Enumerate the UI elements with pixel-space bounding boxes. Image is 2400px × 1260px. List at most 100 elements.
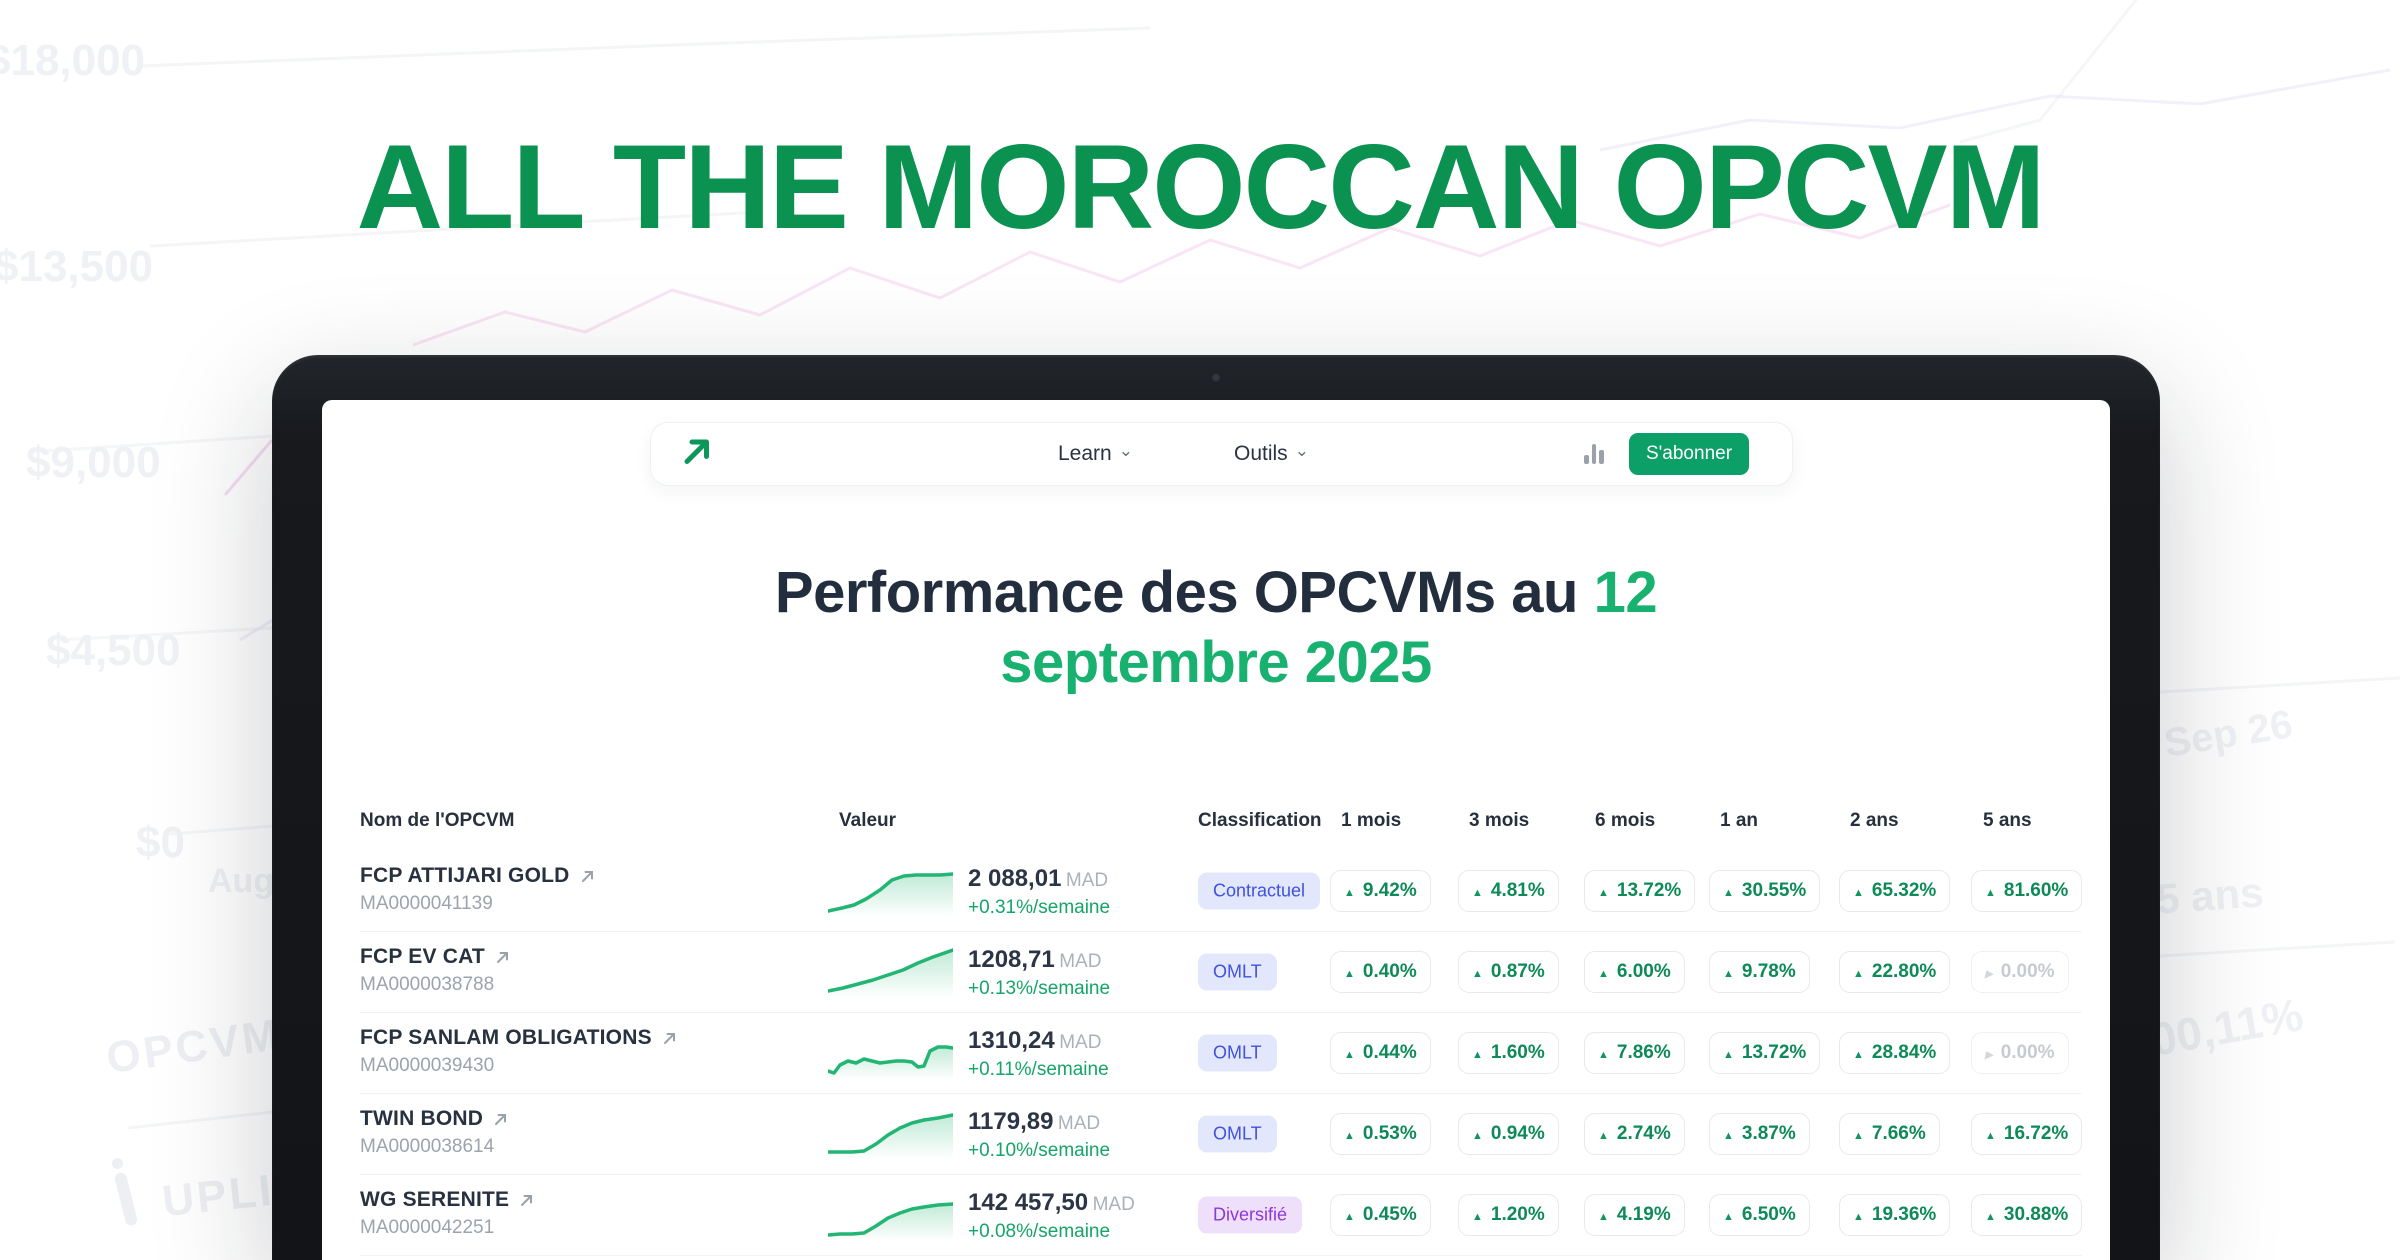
bg-watermark-opcvm: OPCVM: [103, 1009, 285, 1084]
perf-pill-6m: 6.00%: [1584, 951, 1685, 993]
trend-icon: [1985, 1042, 1993, 1064]
bg-right-label: 00,11%: [2146, 988, 2307, 1066]
bg-right-label: Sep 26: [2161, 702, 2296, 766]
perf-value: 7.86%: [1616, 1042, 1671, 1063]
classification-badge: OMLT: [1198, 953, 1277, 991]
table-row: FCP SANLAM OBLIGATIONS MA0000039430 1310…: [360, 1013, 2082, 1094]
fund-code: MA0000038614: [360, 1136, 495, 1157]
currency-label: MAD: [1092, 1194, 1135, 1215]
perf-value: 65.32%: [1871, 880, 1937, 901]
external-link-icon: [581, 870, 593, 882]
perf-value: 13.72%: [1616, 880, 1682, 901]
navbar: Learn ⌄ Outils ⌄ S'abonner: [650, 422, 1793, 486]
perf-pill-5y: 16.72%: [1971, 1113, 2083, 1155]
perf-value: 6.00%: [1616, 961, 1671, 982]
bg-axis-label: $4,500: [46, 626, 181, 675]
perf-pill-1m: 0.40%: [1330, 951, 1431, 993]
sparkline-chart: [828, 948, 953, 998]
trend-icon: [1472, 961, 1483, 983]
fund-code: MA0000039430: [360, 1055, 495, 1076]
page-title-day: 12: [1593, 560, 1658, 625]
currency-label: MAD: [1059, 1032, 1102, 1053]
weekly-change: +0.08%/semaine: [968, 1221, 1111, 1242]
perf-pill-2y: 22.80%: [1839, 951, 1951, 993]
perf-value: 0.94%: [1490, 1123, 1545, 1144]
trend-icon: [1853, 1042, 1864, 1064]
perf-value: 22.80%: [1871, 961, 1937, 982]
fund-code: MA0000041139: [360, 893, 493, 914]
col-header-2y: 2 ans: [1850, 810, 1899, 831]
perf-pill-3m: 4.81%: [1458, 870, 1559, 912]
external-link-icon: [496, 951, 508, 963]
col-header-6m: 6 mois: [1595, 810, 1656, 831]
subscribe-button[interactable]: S'abonner: [1629, 433, 1750, 475]
perf-pill-5y: 0.00%: [1971, 1032, 2069, 1074]
fund-name-link[interactable]: WG SERENITE: [360, 1188, 534, 1212]
nav-menu-learn[interactable]: Learn ⌄: [1058, 441, 1133, 465]
fund-name-link[interactable]: TWIN BOND: [360, 1107, 508, 1131]
logo-arrow-icon[interactable]: [681, 436, 713, 473]
perf-pill-1y: 3.87%: [1709, 1113, 1810, 1155]
external-link-icon: [521, 1194, 533, 1206]
perf-value: 7.66%: [1871, 1123, 1926, 1144]
perf-pill-1y: 30.55%: [1709, 870, 1821, 912]
perf-value: 19.36%: [1871, 1204, 1937, 1225]
fund-name-link[interactable]: FCP SANLAM OBLIGATIONS: [360, 1026, 677, 1050]
trend-icon: [1723, 1123, 1734, 1145]
value-cell: 1208,71 MAD +0.13%/semaine: [968, 946, 1110, 1000]
perf-value: 30.88%: [2003, 1204, 2069, 1225]
col-header-5y: 5 ans: [1983, 810, 2032, 831]
trend-icon: [1985, 880, 1996, 902]
currency-label: MAD: [1065, 870, 1109, 891]
col-header-classification: Classification: [1198, 810, 1322, 831]
perf-value: 0.00%: [2000, 961, 2055, 982]
fund-value: 1310,24: [968, 1027, 1055, 1054]
perf-pill-5y: 81.60%: [1971, 870, 2083, 912]
perf-value: 2.74%: [1616, 1123, 1671, 1144]
table-row: FCP EV CAT MA0000038788 1208,71 MAD +0.1…: [360, 932, 2082, 1013]
fund-name: FCP ATTIJARI GOLD: [360, 864, 570, 887]
bg-axis-label: $0: [136, 818, 185, 867]
col-header-3m: 3 mois: [1469, 810, 1530, 831]
perf-pill-1y: 6.50%: [1709, 1194, 1810, 1236]
trend-icon: [1598, 880, 1609, 902]
page-title: Performance des OPCVMs au 12 septembre 2…: [322, 558, 2110, 698]
trend-icon: [1723, 1042, 1734, 1064]
classification-badge: Contractuel: [1198, 872, 1321, 910]
perf-pill-1m: 0.45%: [1330, 1194, 1431, 1236]
trend-icon: [1723, 880, 1734, 902]
perf-value: 0.53%: [1362, 1123, 1417, 1144]
trend-icon: [1472, 1042, 1483, 1064]
perf-pill-6m: 2.74%: [1584, 1113, 1685, 1155]
fund-value: 2 088,01: [968, 865, 1062, 892]
weekly-change: +0.13%/semaine: [968, 978, 1111, 999]
perf-value: 1.20%: [1490, 1204, 1545, 1225]
bar-chart-icon[interactable]: [1584, 444, 1604, 464]
fund-name-link[interactable]: FCP EV CAT: [360, 945, 510, 969]
sparkline-chart: [828, 1202, 953, 1241]
classification-badge: OMLT: [1198, 1115, 1277, 1153]
trend-icon: [1472, 1123, 1483, 1145]
trend-icon: [1853, 880, 1864, 902]
value-cell: 2 088,01 MAD +0.31%/semaine: [968, 865, 1110, 919]
col-header-value: Valeur: [839, 810, 897, 831]
trend-icon: [1723, 961, 1734, 983]
trend-icon: [1985, 1204, 1996, 1226]
trend-icon: [1598, 1123, 1609, 1145]
sparkline-chart: [828, 1113, 953, 1160]
bg-right-label: 5 ans: [2154, 868, 2265, 923]
bg-axis-label: $18,000: [0, 36, 146, 85]
fund-name-link[interactable]: FCP ATTIJARI GOLD: [360, 864, 595, 888]
trend-icon: [1985, 961, 1993, 983]
weekly-change: +0.11%/semaine: [968, 1059, 1109, 1080]
perf-value: 4.81%: [1490, 880, 1545, 901]
col-header-1m: 1 mois: [1341, 810, 1402, 831]
nav-menu-outils[interactable]: Outils ⌄: [1234, 441, 1309, 465]
sparkline-chart: [828, 872, 953, 917]
trend-icon: [1598, 961, 1609, 983]
currency-label: MAD: [1057, 1113, 1101, 1134]
perf-pill-3m: 0.87%: [1458, 951, 1559, 993]
trend-icon: [1853, 1123, 1864, 1145]
trend-icon: [1344, 1123, 1355, 1145]
